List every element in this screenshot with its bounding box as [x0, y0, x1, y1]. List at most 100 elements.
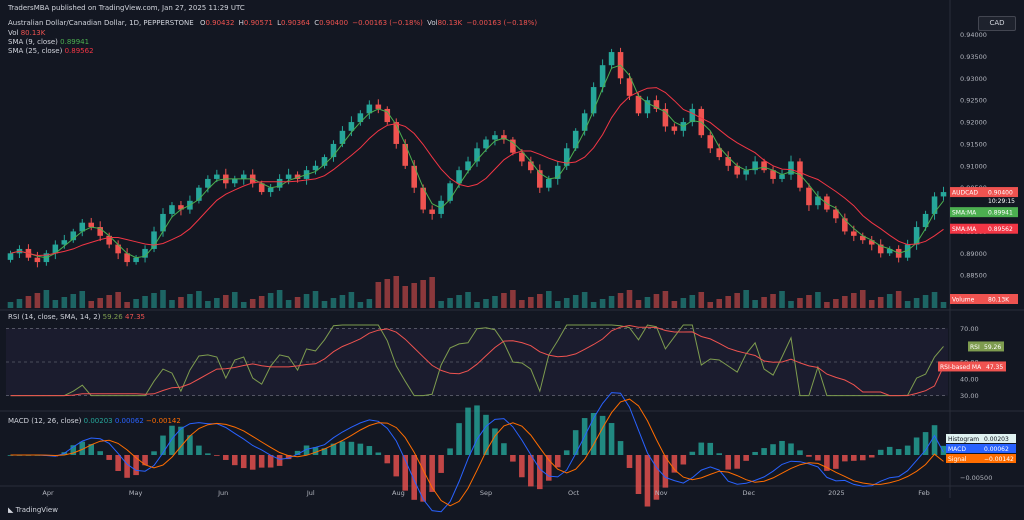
macd-histogram-bar — [689, 451, 696, 455]
volume-bar — [133, 299, 139, 308]
change-value: −0.00163 (−0.18%) — [352, 19, 423, 27]
candle-body — [886, 248, 893, 254]
volume-bar — [779, 291, 785, 308]
volume-bar — [366, 299, 373, 308]
volume-bar — [833, 299, 839, 308]
volume-bar — [160, 290, 166, 308]
volume-bar — [187, 294, 193, 308]
sma9-value: 0.89941 — [60, 38, 90, 46]
time-tick-label: May — [129, 489, 143, 497]
volume-bar — [339, 295, 346, 308]
macd-tag-label: MACD — [948, 446, 966, 453]
volume-bar — [106, 295, 112, 308]
candle-body — [877, 244, 884, 254]
signal-tag-value-bg — [982, 454, 1016, 463]
candle-body — [375, 104, 382, 109]
close-label: C — [314, 19, 320, 27]
sma9-legend[interactable]: SMA (9, close) 0.89941 — [8, 38, 89, 46]
volume-bar — [79, 291, 86, 308]
macd-hist-legend: 0.00203 — [83, 417, 113, 425]
candle-body — [779, 174, 785, 179]
macd-histogram-bar — [169, 425, 175, 455]
volume-bar — [411, 283, 417, 308]
macd-legend[interactable]: MACD (12, 26, close) 0.00203 0.00062 −0.… — [8, 417, 181, 425]
footer-text: TradingView — [15, 506, 58, 514]
macd-histogram-bar — [196, 445, 202, 455]
time-tick-label: Sep — [480, 489, 492, 497]
volume-bar — [707, 302, 714, 308]
candle-body — [483, 139, 489, 149]
macd-histogram-bar — [734, 455, 740, 469]
macd-histogram-bar — [859, 455, 866, 461]
macd-histogram-bar — [868, 455, 875, 458]
candle-body — [133, 257, 139, 263]
volume-bar — [528, 297, 534, 308]
time-tick-label: Aug — [392, 489, 405, 497]
volume-bar — [25, 296, 32, 308]
price-tick-label: 0.89000 — [960, 250, 987, 258]
volume-bar — [662, 291, 669, 308]
candle-body — [635, 95, 642, 114]
rsi-tick-label: 40.00 — [960, 375, 979, 383]
macd-histogram-bar — [797, 450, 803, 455]
volume-bar — [868, 300, 875, 308]
volume-bar — [16, 299, 23, 308]
macd-histogram-bar — [205, 453, 211, 455]
volume-bar — [626, 290, 633, 308]
volume-bar — [851, 293, 857, 308]
macd-histogram-bar — [519, 455, 525, 478]
candle-body — [492, 135, 498, 140]
macd-histogram-bar — [779, 440, 785, 455]
candle-body — [689, 108, 696, 123]
high-label: H — [238, 19, 244, 27]
sma9-label: SMA (9, close) — [8, 38, 58, 46]
vol-legend[interactable]: Vol 80.13K — [8, 29, 45, 37]
volume-bar — [617, 293, 624, 308]
volume-bar — [258, 296, 265, 308]
sma25-legend[interactable]: SMA (25, close) 0.89562 — [8, 47, 94, 55]
macd-histogram-bar — [510, 455, 516, 462]
volume-bar — [249, 299, 256, 308]
currency-button[interactable]: CAD — [978, 16, 1016, 31]
main-legend[interactable]: Australian Dollar/Canadian Dollar, 1D, P… — [8, 19, 537, 27]
candle-body — [61, 240, 68, 245]
macd-histogram-bar — [725, 455, 731, 470]
volume-bar — [169, 300, 175, 308]
symbol-price-tag-value-bg — [986, 187, 1018, 198]
macd-histogram-bar — [483, 414, 489, 455]
candle-body — [276, 178, 283, 188]
candle-body — [231, 178, 238, 184]
macd-tick-label: −0.00500 — [960, 474, 992, 482]
candle-body — [294, 174, 301, 179]
macd-histogram-bar — [761, 448, 767, 455]
volume-bar — [635, 300, 642, 308]
time-tick-label: Oct — [568, 489, 580, 497]
price-tick-label: 0.88500 — [960, 272, 987, 280]
tradingview-logo[interactable]: ◣ TradingView — [8, 506, 58, 514]
candle-body — [904, 244, 911, 258]
vol-inline-value: 80.13K — [437, 19, 463, 27]
symbol-price-tag-label: AUDCAD — [952, 190, 978, 197]
volume-bar — [761, 297, 767, 308]
candle-body — [815, 196, 821, 206]
price-tick-label: 0.93500 — [960, 53, 987, 61]
volume-bar — [285, 300, 292, 308]
candle-body — [806, 187, 812, 206]
volume-bar — [940, 302, 947, 308]
volume-bar — [303, 294, 310, 308]
macd-histogram-bar — [348, 441, 355, 455]
volume-bar — [294, 297, 301, 308]
macd-histogram-bar — [321, 448, 328, 455]
volume-bar — [151, 293, 157, 308]
signal-tag-label: Signal — [948, 456, 967, 463]
signal-tag-label-bg — [946, 454, 982, 463]
volume-bar — [402, 286, 409, 308]
macd-histogram-bar — [384, 455, 391, 464]
candle-body — [707, 135, 714, 149]
volume-bar — [510, 290, 516, 308]
rsi-legend[interactable]: RSI (14, close, SMA, 14, 2) 59.26 47.35 — [8, 313, 145, 321]
volume-bar — [142, 296, 148, 308]
macd-histogram-bar — [635, 455, 642, 494]
volume-bar — [931, 292, 938, 308]
